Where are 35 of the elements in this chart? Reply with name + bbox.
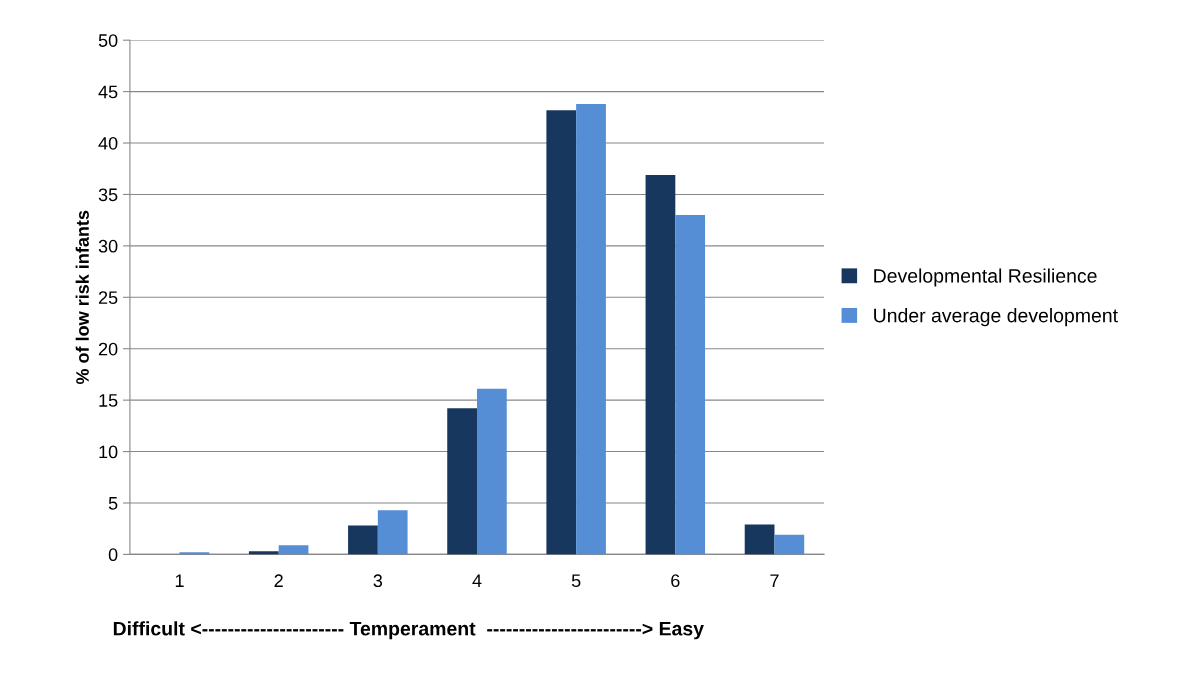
legend-label: Developmental Resilience [874, 268, 1097, 287]
bar [278, 545, 309, 555]
y-tick-label: 10 [99, 445, 118, 459]
bar [476, 388, 507, 555]
y-axis-title: % of low risk infants [75, 210, 89, 385]
y-tick-label: 25 [98, 291, 118, 305]
bar [248, 551, 279, 555]
bar [179, 552, 210, 555]
bar [348, 525, 378, 555]
x-tick-label: 5 [571, 574, 581, 588]
bar [576, 103, 606, 555]
x-tick-label: 7 [770, 574, 779, 587]
x-tick-label: 6 [671, 574, 680, 588]
y-tick-label: 15 [99, 394, 118, 407]
y-tick-label: 30 [98, 239, 118, 253]
y-tick-label: 50 [98, 34, 118, 47]
x-tick-label: 4 [472, 574, 482, 587]
bar [675, 215, 706, 555]
y-tick-label: 5 [108, 497, 118, 510]
bar [377, 510, 408, 555]
bar [774, 534, 805, 555]
bar [447, 408, 477, 555]
x-axis-title: Difficult <---------------------- Temperament ------------------------> Easy [113, 621, 704, 640]
y-tick-label: 40 [98, 136, 118, 150]
bar [546, 110, 577, 555]
x-tick-label: 2 [274, 574, 283, 587]
bar [645, 174, 676, 555]
legend-label: Under average development [874, 308, 1118, 327]
y-tick-label: 45 [98, 85, 118, 99]
x-tick-label: 1 [175, 574, 184, 587]
bar [744, 524, 775, 555]
y-tick-label: 35 [98, 188, 118, 202]
y-tick-label: 20 [98, 342, 118, 356]
y-tick-label: 0 [108, 548, 118, 562]
x-tick-label: 3 [373, 574, 383, 588]
